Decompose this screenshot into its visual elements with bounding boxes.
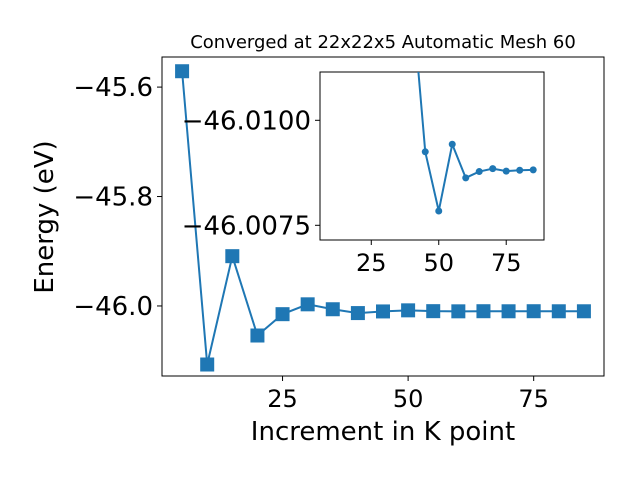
main-x-tick-label: 50 <box>393 385 424 413</box>
inset-y-tick-label: −46.0100 <box>182 106 311 136</box>
inset-x-ticks: 25 50 75 <box>356 240 521 277</box>
main-x-tick-label: 75 <box>518 385 549 413</box>
inset-y-ticks: −46.0100 −46.0075 <box>182 106 320 241</box>
inset-data-point <box>489 165 497 173</box>
main-data-point <box>526 304 541 319</box>
inset-y-tick-label: −46.0075 <box>182 211 311 241</box>
main-data-point <box>476 304 491 319</box>
x-axis-label: Increment in K point <box>251 417 515 447</box>
main-data-point <box>501 304 516 319</box>
main-y-tick-label: −45.6 <box>73 73 153 103</box>
inset-data-point <box>435 207 443 215</box>
main-y-ticks: −45.6 −45.8 −46.0 <box>73 73 162 322</box>
inset-data-point <box>475 168 483 176</box>
main-data-point <box>250 328 265 343</box>
inset-series-line <box>417 72 534 212</box>
main-data-point <box>300 297 315 312</box>
main-y-tick-label: −45.8 <box>73 183 153 213</box>
inset-data-point <box>502 167 510 175</box>
inset-data-point <box>448 140 456 148</box>
main-series <box>175 64 591 372</box>
chart-title: Converged at 22x22x5 Automatic Mesh 60 <box>190 32 576 53</box>
main-y-tick-label: −46.0 <box>73 292 153 322</box>
inset-x-tick-label: 50 <box>423 249 454 277</box>
y-axis-label: Energy (eV) <box>30 140 60 293</box>
main-x-ticks: 25 50 75 <box>267 376 549 413</box>
main-data-point <box>225 249 240 264</box>
inset-x-tick-label: 75 <box>491 249 522 277</box>
inset-series <box>417 72 537 215</box>
main-data-point <box>175 64 190 79</box>
inset-x-tick-label: 25 <box>356 249 387 277</box>
main-data-point <box>376 304 390 319</box>
main-data-point <box>426 304 441 319</box>
inset-axes: 25 50 75 −46.0100 −46.0075 <box>182 71 545 277</box>
inset-data-point <box>529 166 537 174</box>
main-data-point <box>200 357 215 372</box>
main-data-point <box>401 303 416 318</box>
main-data-point <box>325 302 340 317</box>
inset-plot-frame <box>319 71 545 241</box>
main-x-tick-label: 25 <box>267 385 298 413</box>
inset-data-point <box>421 148 429 156</box>
main-data-point <box>451 304 466 319</box>
main-data-point <box>275 307 290 322</box>
main-data-point <box>350 306 365 321</box>
main-data-point <box>551 304 566 319</box>
inset-data-point <box>462 174 470 182</box>
main-data-point <box>576 304 591 319</box>
inset-data-point <box>516 166 524 174</box>
